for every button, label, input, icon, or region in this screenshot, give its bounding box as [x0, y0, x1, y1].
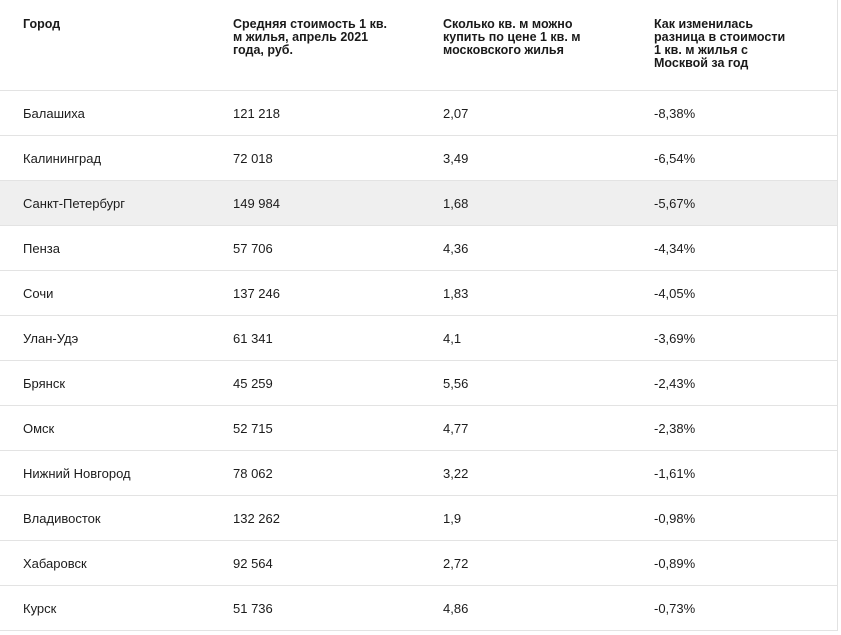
table-row: Нижний Новгород 78 062 3,22 -1,61%	[0, 451, 837, 496]
cell-city: Владивосток	[23, 510, 101, 526]
cell-city: Улан-Удэ	[23, 330, 79, 346]
cell-gap-change: -8,38%	[654, 105, 696, 121]
cell-avg-price: 51 736	[233, 600, 273, 616]
cell-sqm-for-moscow: 3,22	[443, 465, 469, 481]
header-city: Город	[23, 17, 61, 31]
cell-sqm-for-moscow: 4,77	[443, 420, 469, 436]
header-avg-price: Средняя стоимость 1 кв. м жилья, апрель …	[233, 17, 388, 57]
cell-gap-change: -2,43%	[654, 375, 696, 391]
cell-avg-price: 45 259	[233, 375, 273, 391]
cell-city: Калининград	[23, 150, 102, 166]
cell-gap-change: -2,38%	[654, 420, 696, 436]
table-row: Улан-Удэ 61 341 4,1 -3,69%	[0, 316, 837, 361]
cell-gap-change: -0,98%	[654, 510, 696, 526]
header-sqm-for-moscow: Сколько кв. м можно купить по цене 1 кв.…	[443, 17, 581, 57]
cell-avg-price: 92 564	[233, 555, 273, 571]
cell-sqm-for-moscow: 2,72	[443, 555, 469, 571]
cell-avg-price: 72 018	[233, 150, 273, 166]
cell-gap-change: -3,69%	[654, 330, 696, 346]
cell-avg-price: 121 218	[233, 105, 280, 121]
cell-avg-price: 78 062	[233, 465, 273, 481]
cell-gap-change: -0,89%	[654, 555, 696, 571]
cell-avg-price: 132 262	[233, 510, 280, 526]
cell-avg-price: 61 341	[233, 330, 273, 346]
cell-city: Санкт-Петербург	[23, 195, 125, 211]
cell-sqm-for-moscow: 4,86	[443, 600, 469, 616]
cell-avg-price: 149 984	[233, 195, 280, 211]
cell-city: Пенза	[23, 240, 60, 256]
cell-gap-change: -0,73%	[654, 600, 696, 616]
table-row: Балашиха 121 218 2,07 -8,38%	[0, 91, 837, 136]
table-header-row: Город Средняя стоимость 1 кв. м жилья, а…	[0, 0, 837, 91]
cell-avg-price: 52 715	[233, 420, 273, 436]
cell-gap-change: -6,54%	[654, 150, 696, 166]
table-row: Брянск 45 259 5,56 -2,43%	[0, 361, 837, 406]
cell-sqm-for-moscow: 1,83	[443, 285, 469, 301]
cell-sqm-for-moscow: 1,68	[443, 195, 469, 211]
table-body: Балашиха 121 218 2,07 -8,38% Калининград 72 0…	[0, 91, 837, 631]
table-row: Курск 51 736 4,86 -0,73%	[0, 586, 837, 631]
table-row: Хабаровск 92 564 2,72 -0,89%	[0, 541, 837, 586]
table-row: Пенза 57 706 4,36 -4,34%	[0, 226, 837, 271]
header-gap-change: Как изменилась разница в стоимости 1 кв.…	[654, 17, 786, 70]
table-row: Владивосток 132 262 1,9 -0,98%	[0, 496, 837, 541]
cell-city: Курск	[23, 600, 57, 616]
table-row: Калининград 72 018 3,49 -6,54%	[0, 136, 837, 181]
cell-city: Брянск	[23, 375, 66, 391]
cell-city: Хабаровск	[23, 555, 87, 571]
cell-city: Балашиха	[23, 105, 85, 121]
cell-gap-change: -4,34%	[654, 240, 696, 256]
cell-city: Сочи	[23, 285, 54, 301]
cell-gap-change: -4,05%	[654, 285, 696, 301]
cell-city: Нижний Новгород	[23, 465, 131, 481]
table-row: Омск 52 715 4,77 -2,38%	[0, 406, 837, 451]
cell-city: Омск	[23, 420, 55, 436]
cell-gap-change: -1,61%	[654, 465, 696, 481]
cell-sqm-for-moscow: 4,36	[443, 240, 469, 256]
table-row: Санкт-Петербург 149 984 1,68 -5,67%	[0, 181, 837, 226]
cell-sqm-for-moscow: 4,1	[443, 330, 462, 346]
cell-avg-price: 57 706	[233, 240, 273, 256]
cell-avg-price: 137 246	[233, 285, 280, 301]
cell-sqm-for-moscow: 2,07	[443, 105, 469, 121]
cell-sqm-for-moscow: 5,56	[443, 375, 469, 391]
cell-sqm-for-moscow: 3,49	[443, 150, 469, 166]
cell-sqm-for-moscow: 1,9	[443, 510, 462, 526]
table-row: Сочи 137 246 1,83 -4,05%	[0, 271, 837, 316]
cell-gap-change: -5,67%	[654, 195, 696, 211]
